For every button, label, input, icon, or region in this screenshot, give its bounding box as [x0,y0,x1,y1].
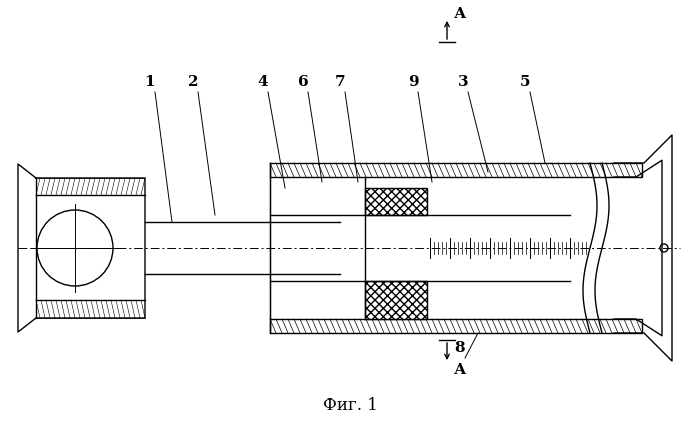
Bar [365,281,427,319]
Text: 5: 5 [520,75,531,89]
Text: 2: 2 [188,75,199,89]
Text: А: А [454,363,466,377]
Text: 9: 9 [408,75,418,89]
Text: 7: 7 [335,75,345,89]
Text: 6: 6 [298,75,308,89]
Text: Фиг. 1: Фиг. 1 [322,396,377,414]
Text: 4: 4 [258,75,268,89]
Text: А: А [454,7,466,21]
Bar [270,163,642,177]
Text: 8: 8 [454,341,466,355]
Bar [365,188,427,215]
Text: 3: 3 [458,75,468,89]
Bar [270,319,642,333]
Text: 1: 1 [145,75,155,89]
